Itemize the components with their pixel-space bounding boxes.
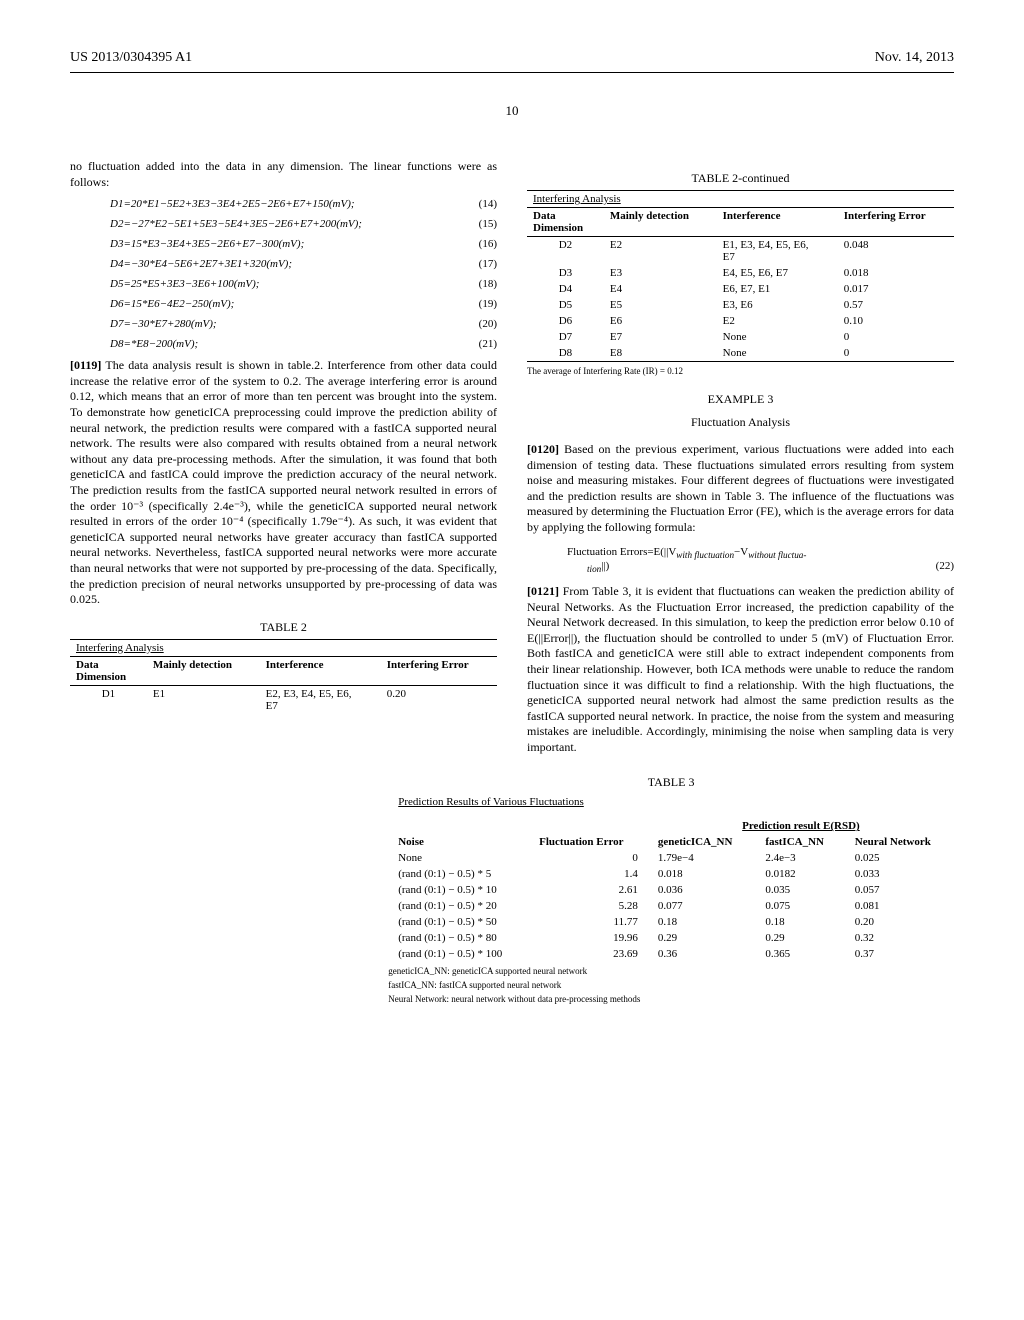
- page-number: 10: [70, 103, 954, 119]
- equations-block: D1=20*E1−5E2+3E3−3E4+2E5−2E6+E7+150(mV);…: [70, 198, 497, 350]
- paragraph-0121: [0121] From Table 3, it is evident that …: [527, 584, 954, 756]
- page-header: US 2013/0304395 A1 Nov. 14, 2013: [70, 50, 954, 66]
- equation-16: D3=15*E3−3E4+3E5−2E6+E7−300(mV); (16): [110, 238, 497, 250]
- equation-17: D4=−30*E4−5E6+2E7+3E1+320(mV); (17): [110, 258, 497, 270]
- table3-footnote-1: geneticICA_NN: geneticICA supported neur…: [388, 966, 954, 976]
- table3-group: Prediction result E(RSD): [648, 818, 954, 834]
- table-row: D6 E6 E2 0.10: [527, 313, 954, 329]
- equation-14: D1=20*E1−5E2+3E3−3E4+2E5−2E6+E7+150(mV);…: [110, 198, 497, 210]
- para-number-0121: [0121]: [527, 584, 559, 598]
- paragraph-0120: [0120] Based on the previous experiment,…: [527, 442, 954, 536]
- table-row: D3 E3 E4, E5, E6, E7 0.018: [527, 265, 954, 281]
- table2-r0c2: E2, E3, E4, E5, E6,E7: [260, 685, 381, 714]
- table2: Interfering Analysis DataDimension Mainl…: [70, 639, 497, 714]
- table2-subcaption: Interfering Analysis: [70, 639, 497, 656]
- table3-wrapper: TABLE 3 Prediction Results of Various Fl…: [388, 775, 954, 1004]
- table2cont-h2: Interference: [717, 208, 838, 237]
- table2-header-row: DataDimension Mainly detection Interfere…: [70, 656, 497, 685]
- fluct-sub2: without fluctua-: [748, 550, 806, 560]
- table2cont-h0: DataDimension: [527, 208, 604, 237]
- table-row: (rand (0:1) − 0.5) * 5 1.4 0.018 0.0182 …: [388, 866, 954, 882]
- paragraph-0119: [0119] The data analysis result is shown…: [70, 358, 497, 608]
- table-row: D1 E1 E2, E3, E4, E5, E6,E7 0.20: [70, 685, 497, 714]
- t3-h0: Noise: [388, 834, 529, 850]
- equation-22: Fluctuation Errors=E(||Vwith fluctuation…: [567, 546, 954, 574]
- header-rule: [70, 72, 954, 73]
- table2cont-subcaption: Interfering Analysis: [527, 191, 954, 208]
- table3-caption: TABLE 3: [388, 775, 954, 790]
- table-row: D8 E8 None 0: [527, 345, 954, 362]
- example3-subtitle: Fluctuation Analysis: [527, 415, 954, 430]
- table3-footnote-3: Neural Network: neural network without d…: [388, 994, 954, 1004]
- table2-caption: TABLE 2: [70, 620, 497, 635]
- para-text-0119: The data analysis result is shown in tab…: [70, 358, 497, 606]
- table2-h0: DataDimension: [70, 656, 147, 685]
- table-row: (rand (0:1) − 0.5) * 50 11.77 0.18 0.18 …: [388, 914, 954, 930]
- intro-text: no fluctuation added into the data in an…: [70, 159, 497, 190]
- equation-21: D8=*E8−200(mV); (21): [110, 338, 497, 350]
- t3-h4: Neural Network: [845, 834, 954, 850]
- table-row: D2 E2 E1, E3, E4, E5, E6,E7 0.048: [527, 237, 954, 266]
- t3-h2: geneticICA_NN: [648, 834, 755, 850]
- table2-h3: Interfering Error: [381, 656, 497, 685]
- table-row: (rand (0:1) − 0.5) * 80 19.96 0.29 0.29 …: [388, 930, 954, 946]
- header-left: US 2013/0304395 A1: [70, 50, 192, 66]
- table-row: D5 E5 E3, E6 0.57: [527, 297, 954, 313]
- t3-h3: fastICA_NN: [755, 834, 844, 850]
- table2cont-h1: Mainly detection: [604, 208, 717, 237]
- table2cont-h3: Interfering Error: [838, 208, 954, 237]
- table-row: (rand (0:1) − 0.5) * 10 2.61 0.036 0.035…: [388, 882, 954, 898]
- table3: Prediction Results of Various Fluctuatio…: [388, 794, 954, 962]
- table3-subcaption: Prediction Results of Various Fluctuatio…: [388, 794, 954, 810]
- para-text-0121: From Table 3, it is evident that fluctua…: [527, 584, 954, 754]
- equation-19: D6=15*E6−4E2−250(mV); (19): [110, 298, 497, 310]
- table-row: (rand (0:1) − 0.5) * 100 23.69 0.36 0.36…: [388, 946, 954, 962]
- para-number-0120: [0120]: [527, 442, 559, 456]
- table2cont-caption: TABLE 2-continued: [527, 171, 954, 186]
- t3-h1: Fluctuation Error: [529, 834, 648, 850]
- eq22-number: (22): [936, 560, 954, 574]
- para-number-0119: [0119]: [70, 358, 101, 372]
- fluct-sub2b: tion: [587, 564, 601, 574]
- table2-continued: Interfering Analysis DataDimension Mainl…: [527, 190, 954, 362]
- table2-h1: Mainly detection: [147, 656, 260, 685]
- table-row: D4 E4 E6, E7, E1 0.017: [527, 281, 954, 297]
- para-text-0120: Based on the previous experiment, variou…: [527, 442, 954, 534]
- equation-20: D7=−30*E7+280(mV); (20): [110, 318, 497, 330]
- table-row: None 0 1.79e−4 2.4e−3 0.025: [388, 850, 954, 866]
- example3-title: EXAMPLE 3: [527, 392, 954, 407]
- table2cont-header-row: DataDimension Mainly detection Interfere…: [527, 208, 954, 237]
- equation-18: D5=25*E5+3E3−3E6+100(mV); (18): [110, 278, 497, 290]
- table-row: (rand (0:1) − 0.5) * 20 5.28 0.077 0.075…: [388, 898, 954, 914]
- t2c-r0c2: E1, E3, E4, E5, E6,E7: [717, 237, 838, 266]
- header-right: Nov. 14, 2013: [875, 50, 954, 66]
- left-column: no fluctuation added into the data in an…: [70, 159, 497, 761]
- table2-h2: Interference: [260, 656, 381, 685]
- table2-footnote: The average of Interfering Rate (IR) = 0…: [527, 366, 954, 376]
- table3-group-header: Prediction result E(RSD): [388, 818, 954, 834]
- right-column: TABLE 2-continued Interfering Analysis D…: [527, 159, 954, 761]
- table3-footnote-2: fastICA_NN: fastICA supported neural net…: [388, 980, 954, 990]
- table3-header-row: Noise Fluctuation Error geneticICA_NN fa…: [388, 834, 954, 850]
- equation-15: D2=−27*E2−5E1+5E3−5E4+3E5−2E6+E7+200(mV)…: [110, 218, 497, 230]
- table-row: D7 E7 None 0: [527, 329, 954, 345]
